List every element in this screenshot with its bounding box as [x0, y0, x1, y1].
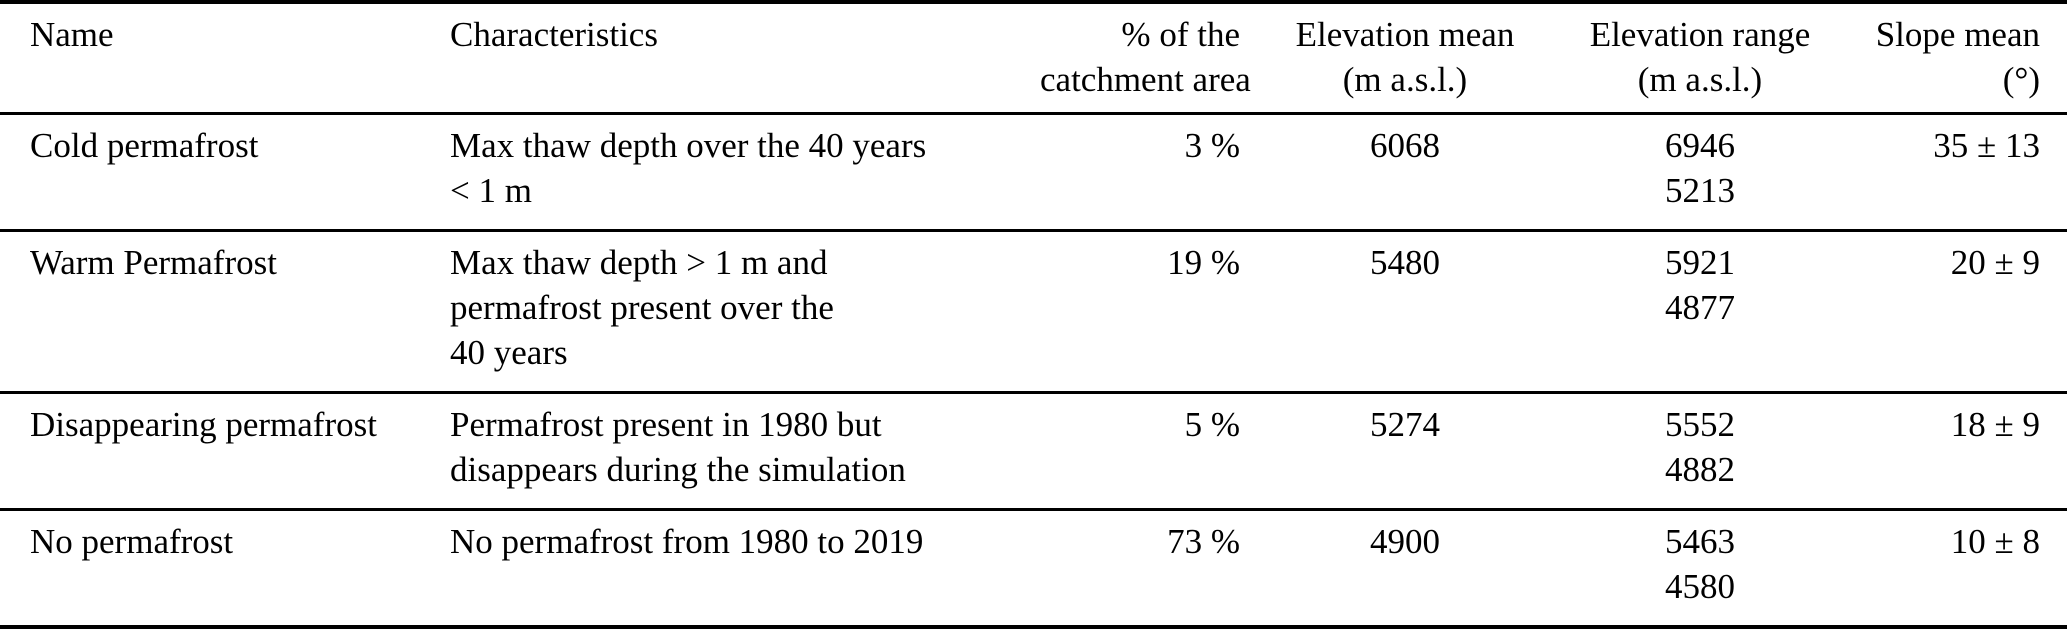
- elevation-mean-value: 5274: [1370, 405, 1440, 444]
- elevation-range-max: 5921: [1665, 243, 1735, 282]
- column-header-pct-catchment: % of the catchment area: [1040, 2, 1251, 114]
- table-row-warm-permafrost: Warm Permafrost Max thaw depth > 1 m and…: [0, 231, 2067, 393]
- header-label-line1: Elevation mean: [1295, 15, 1515, 54]
- elevation-range-max: 6946: [1665, 126, 1735, 165]
- row-name: Cold permafrost: [30, 126, 259, 165]
- characteristics-cell: No permafrost from 1980 to 2019: [420, 510, 1040, 628]
- header-label-line2: (°): [2002, 60, 2040, 99]
- slope-mean-cell: 35 ± 13: [1840, 114, 2067, 231]
- characteristics-cell: Max thaw depth over the 40 years < 1 m: [420, 114, 1040, 231]
- row-name: No permafrost: [30, 522, 234, 561]
- row-name: Warm Permafrost: [30, 243, 277, 282]
- characteristics-line1: Permafrost present in 1980 but: [450, 405, 882, 444]
- header-label: Characteristics: [450, 15, 658, 54]
- elevation-mean-value: 6068: [1370, 126, 1440, 165]
- pct-catchment-cell: 73 %: [1040, 510, 1250, 628]
- pct-value: 5 %: [1184, 405, 1240, 444]
- header-label-line2: (m a.s.l.): [1637, 60, 1763, 99]
- header-label: Name: [30, 15, 114, 54]
- column-header-name: Name: [0, 2, 420, 114]
- name-cell: Disappearing permafrost: [0, 393, 420, 510]
- slope-value: 18 ± 9: [1950, 405, 2040, 444]
- characteristics-line1: Max thaw depth over the 40 years: [450, 126, 927, 165]
- table-row-cold-permafrost: Cold permafrost Max thaw depth over the …: [0, 114, 2067, 231]
- header-label-line1: Slope mean: [1875, 15, 2040, 54]
- header-label-line1: % of the: [1121, 15, 1240, 54]
- elevation-range-min: 4882: [1665, 450, 1735, 489]
- slope-value: 35 ± 13: [1933, 126, 2040, 165]
- characteristics-line2: < 1 m: [450, 171, 532, 210]
- pct-value: 3 %: [1184, 126, 1240, 165]
- slope-value: 10 ± 8: [1950, 522, 2040, 561]
- elevation-mean-value: 5480: [1370, 243, 1440, 282]
- header-label-line1: Elevation range: [1589, 15, 1811, 54]
- characteristics-cell: Permafrost present in 1980 but disappears…: [420, 393, 1040, 510]
- elevation-mean-value: 4900: [1370, 522, 1440, 561]
- header-row: Name Characteristics % of the catchment a…: [0, 2, 2067, 114]
- column-header-elevation-mean: Elevation mean (m a.s.l.): [1250, 2, 1560, 114]
- elevation-range-max: 5463: [1665, 522, 1735, 561]
- table-row-disappearing-permafrost: Disappearing permafrost Permafrost prese…: [0, 393, 2067, 510]
- characteristics-line2: permafrost present over the: [450, 288, 834, 327]
- name-cell: Cold permafrost: [0, 114, 420, 231]
- elevation-range-max: 5552: [1665, 405, 1735, 444]
- slope-mean-cell: 10 ± 8: [1840, 510, 2067, 628]
- header-label-line2: (m a.s.l.): [1342, 60, 1468, 99]
- pct-value: 19 %: [1167, 243, 1240, 282]
- slope-mean-cell: 20 ± 9: [1840, 231, 2067, 393]
- pct-catchment-cell: 5 %: [1040, 393, 1250, 510]
- name-cell: Warm Permafrost: [0, 231, 420, 393]
- column-header-elevation-range: Elevation range (m a.s.l.): [1560, 2, 1840, 114]
- slope-mean-cell: 18 ± 9: [1840, 393, 2067, 510]
- characteristics-line1: No permafrost from 1980 to 2019: [450, 522, 924, 561]
- pct-catchment-cell: 19 %: [1040, 231, 1250, 393]
- elevation-mean-cell: 4900: [1250, 510, 1560, 628]
- table-header: Name Characteristics % of the catchment a…: [0, 2, 2067, 114]
- slope-value: 20 ± 9: [1950, 243, 2040, 282]
- table-body: Cold permafrost Max thaw depth over the …: [0, 114, 2067, 628]
- elevation-range-cell: 6946 5213: [1560, 114, 1840, 231]
- characteristics-cell: Max thaw depth > 1 m and permafrost prese…: [420, 231, 1040, 393]
- elevation-range-cell: 5463 4580: [1560, 510, 1840, 628]
- column-header-characteristics: Characteristics: [420, 2, 1040, 114]
- elevation-range-min: 5213: [1665, 171, 1735, 210]
- name-cell: No permafrost: [0, 510, 420, 628]
- header-label-line2: catchment area: [1040, 60, 1251, 99]
- elevation-range-cell: 5921 4877: [1560, 231, 1840, 393]
- elevation-mean-cell: 5480: [1250, 231, 1560, 393]
- table-row-no-permafrost: No permafrost No permafrost from 1980 to…: [0, 510, 2067, 628]
- column-header-slope-mean: Slope mean (°): [1840, 2, 2067, 114]
- elevation-mean-cell: 5274: [1250, 393, 1560, 510]
- pct-value: 73 %: [1167, 522, 1240, 561]
- characteristics-line1: Max thaw depth > 1 m and: [450, 243, 828, 282]
- row-name: Disappearing permafrost: [30, 405, 377, 444]
- elevation-mean-cell: 6068: [1250, 114, 1560, 231]
- elevation-range-min: 4877: [1665, 288, 1735, 327]
- elevation-range-cell: 5552 4882: [1560, 393, 1840, 510]
- pct-catchment-cell: 3 %: [1040, 114, 1250, 231]
- characteristics-line2: disappears during the simulation: [450, 450, 906, 489]
- characteristics-line3: 40 years: [450, 333, 568, 372]
- elevation-range-min: 4580: [1665, 567, 1735, 606]
